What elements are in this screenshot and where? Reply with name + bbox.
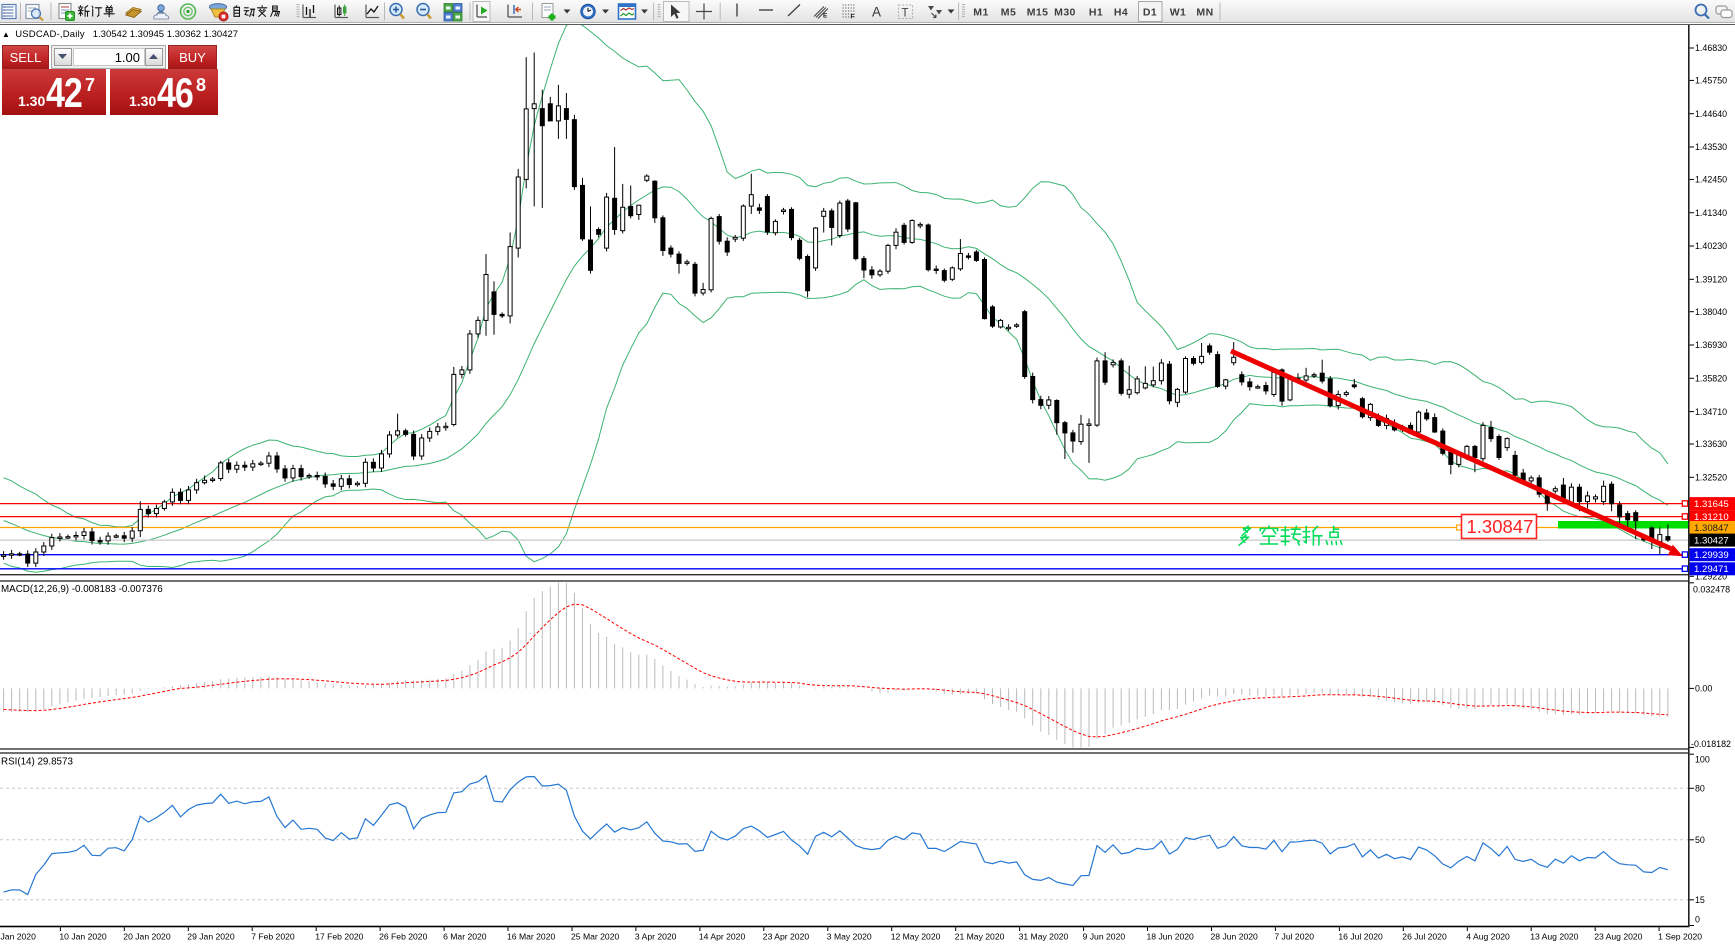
svg-text:9 Jun 2020: 9 Jun 2020 <box>1083 932 1126 942</box>
svg-text:1.29939: 1.29939 <box>1694 550 1729 561</box>
svg-text:3 Apr 2020: 3 Apr 2020 <box>635 932 677 942</box>
svg-text:20 Jan 2020: 20 Jan 2020 <box>123 932 171 942</box>
svg-text:21 May 2020: 21 May 2020 <box>955 932 1005 942</box>
svg-text:1 Sep 2020: 1 Sep 2020 <box>1658 932 1702 942</box>
svg-text:0: 0 <box>1695 914 1700 924</box>
svg-text:0.032478: 0.032478 <box>1693 584 1730 594</box>
svg-text:7 Jul 2020: 7 Jul 2020 <box>1274 932 1314 942</box>
svg-text:1.33630: 1.33630 <box>1695 439 1727 449</box>
svg-text:1.32520: 1.32520 <box>1695 473 1727 483</box>
svg-text:25 Mar 2020: 25 Mar 2020 <box>571 932 619 942</box>
svg-text:7 Feb 2020: 7 Feb 2020 <box>251 932 295 942</box>
svg-text:M30: M30 <box>1054 7 1076 19</box>
svg-text:1.29220: 1.29220 <box>1695 572 1727 582</box>
svg-text:F: F <box>851 14 855 21</box>
svg-text:23 Apr 2020: 23 Apr 2020 <box>763 932 810 942</box>
svg-text:1.35820: 1.35820 <box>1695 374 1727 384</box>
svg-text:4 Aug 2020: 4 Aug 2020 <box>1466 932 1510 942</box>
svg-text:6 Mar 2020: 6 Mar 2020 <box>443 932 487 942</box>
svg-text:A: A <box>872 5 881 20</box>
svg-text:15: 15 <box>1695 895 1705 905</box>
svg-text:31 May 2020: 31 May 2020 <box>1019 932 1069 942</box>
svg-text:E: E <box>823 13 828 20</box>
svg-text:26 Feb 2020: 26 Feb 2020 <box>379 932 427 942</box>
svg-text:80: 80 <box>1695 784 1705 794</box>
svg-text:29 Jan 2020: 29 Jan 2020 <box>187 932 235 942</box>
svg-text:0.00: 0.00 <box>1695 684 1712 694</box>
svg-text:MN: MN <box>1196 7 1213 19</box>
svg-text:1.46830: 1.46830 <box>1695 43 1727 53</box>
svg-text:1.30427: 1.30427 <box>1694 536 1729 547</box>
svg-text:14 Apr 2020: 14 Apr 2020 <box>699 932 746 942</box>
svg-text:H1: H1 <box>1089 7 1103 19</box>
svg-text:1.36930: 1.36930 <box>1695 340 1727 350</box>
svg-text:M5: M5 <box>1001 7 1016 19</box>
svg-text:H4: H4 <box>1114 7 1128 19</box>
svg-text:Jan 2020: Jan 2020 <box>1 932 37 942</box>
svg-text:-0.018182: -0.018182 <box>1691 739 1731 749</box>
svg-text:100: 100 <box>1695 755 1710 765</box>
svg-text:1.38040: 1.38040 <box>1695 307 1727 317</box>
svg-text:1.41340: 1.41340 <box>1695 208 1727 218</box>
svg-text:16 Mar 2020: 16 Mar 2020 <box>507 932 555 942</box>
svg-text:18 Jun 2020: 18 Jun 2020 <box>1147 932 1195 942</box>
svg-text:1.30847: 1.30847 <box>1694 523 1729 534</box>
svg-text:D1: D1 <box>1143 7 1157 19</box>
svg-text:1.40230: 1.40230 <box>1695 241 1727 251</box>
svg-text:12 May 2020: 12 May 2020 <box>891 932 941 942</box>
svg-text:1.42450: 1.42450 <box>1695 175 1727 185</box>
svg-text:26 Jul 2020: 26 Jul 2020 <box>1402 932 1447 942</box>
svg-text:1.45750: 1.45750 <box>1695 76 1727 86</box>
svg-text:23 Aug 2020: 23 Aug 2020 <box>1594 932 1642 942</box>
svg-text:M1: M1 <box>973 7 988 19</box>
svg-text:W1: W1 <box>1170 7 1187 19</box>
svg-text:16 Jul 2020: 16 Jul 2020 <box>1338 932 1383 942</box>
svg-text:1.34710: 1.34710 <box>1695 407 1727 417</box>
svg-text:28 Jun 2020: 28 Jun 2020 <box>1211 932 1259 942</box>
svg-text:1.31645: 1.31645 <box>1694 499 1729 510</box>
svg-text:50: 50 <box>1695 835 1705 845</box>
svg-text:MACD(12,26,9) -0.008183 -0.007: MACD(12,26,9) -0.008183 -0.007376 <box>1 584 163 595</box>
svg-text:1.44640: 1.44640 <box>1695 109 1727 119</box>
svg-text:1.31210: 1.31210 <box>1694 512 1729 523</box>
svg-text:10 Jan 2020: 10 Jan 2020 <box>59 932 107 942</box>
svg-text:17 Feb 2020: 17 Feb 2020 <box>315 932 363 942</box>
svg-text:M15: M15 <box>1027 7 1049 19</box>
svg-text:T: T <box>902 8 909 20</box>
svg-text:RSI(14) 29.8573: RSI(14) 29.8573 <box>1 757 73 768</box>
svg-text:1.29471: 1.29471 <box>1694 564 1729 575</box>
svg-text:1.39120: 1.39120 <box>1695 275 1727 285</box>
svg-text:13 Aug 2020: 13 Aug 2020 <box>1530 932 1578 942</box>
svg-text:1.30847: 1.30847 <box>1467 516 1534 537</box>
svg-text:3 May 2020: 3 May 2020 <box>827 932 872 942</box>
svg-text:1.43530: 1.43530 <box>1695 142 1727 152</box>
